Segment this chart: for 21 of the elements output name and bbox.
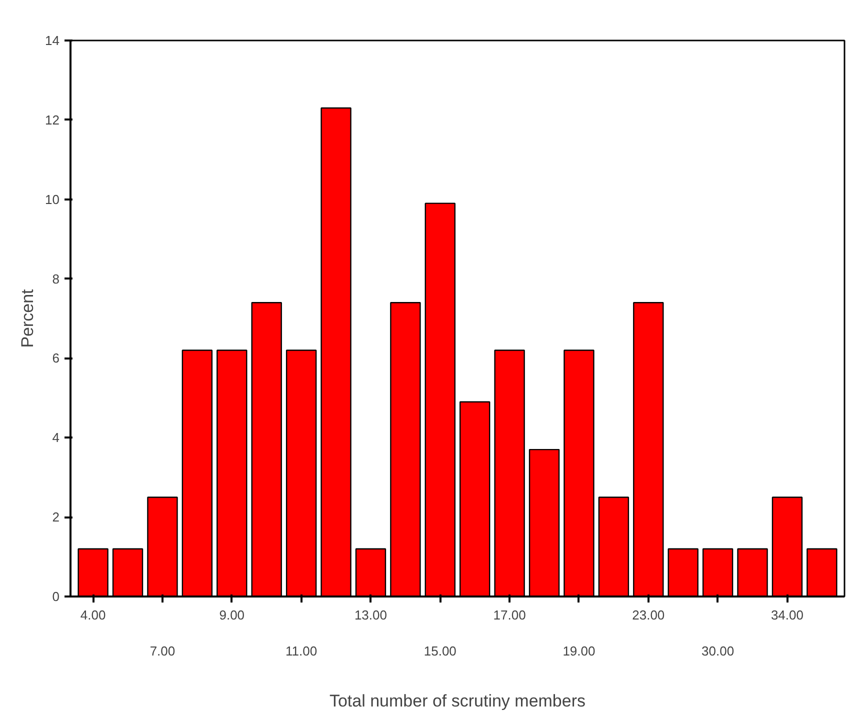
y-axis-title: Percent <box>18 288 38 348</box>
y-tick-label: 8 <box>52 271 60 286</box>
y-tick-label: 6 <box>52 350 60 366</box>
x-tick-label: 9.00 <box>219 608 245 622</box>
y-tick-label: 2 <box>52 510 60 525</box>
x-tick-label: 19.00 <box>562 644 596 658</box>
x-tick-label: 23.00 <box>632 608 665 622</box>
x-tick-label: 15.00 <box>424 644 456 658</box>
y-tick-label: 14 <box>45 33 60 48</box>
x-tick-label: 30.00 <box>702 644 734 658</box>
x-tick-label: 11.00 <box>286 644 318 658</box>
y-tick-label: 10 <box>45 192 60 207</box>
y-tick-label: 0 <box>52 589 60 604</box>
x-axis-title: Total number of scrutiny members <box>329 692 586 710</box>
x-tick-label: 4.00 <box>80 608 106 622</box>
y-tick-label: 4 <box>52 430 60 446</box>
x-tick-label: 17.00 <box>493 608 526 622</box>
x-tick-label: 34.00 <box>770 608 804 622</box>
x-tick-label: 13.00 <box>354 608 388 622</box>
x-tick-label: 7.00 <box>150 644 176 658</box>
y-tick-label: 12 <box>45 112 60 128</box>
